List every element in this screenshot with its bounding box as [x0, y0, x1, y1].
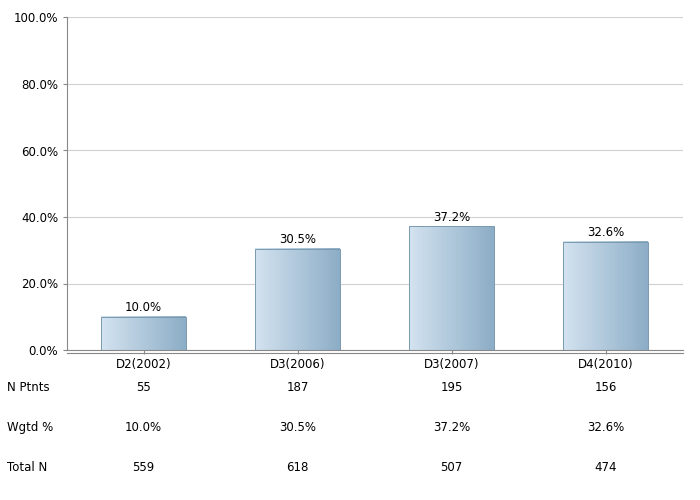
Text: N Ptnts: N Ptnts: [7, 381, 50, 394]
Bar: [255, 248, 340, 350]
Text: Total N: Total N: [7, 461, 48, 474]
Text: 195: 195: [440, 381, 463, 394]
Text: 559: 559: [132, 461, 155, 474]
Text: 30.5%: 30.5%: [279, 233, 316, 246]
Bar: [564, 242, 648, 350]
Text: 474: 474: [594, 461, 617, 474]
Text: 37.2%: 37.2%: [433, 421, 470, 434]
Bar: [102, 317, 186, 350]
Text: 10.0%: 10.0%: [125, 301, 162, 314]
Text: 32.6%: 32.6%: [587, 226, 624, 239]
Text: 507: 507: [440, 461, 463, 474]
Text: 187: 187: [286, 381, 309, 394]
Text: 37.2%: 37.2%: [433, 210, 470, 224]
Text: 156: 156: [594, 381, 617, 394]
Text: 30.5%: 30.5%: [279, 421, 316, 434]
Text: 10.0%: 10.0%: [125, 421, 162, 434]
Text: Wgtd %: Wgtd %: [7, 421, 53, 434]
Text: 55: 55: [136, 381, 151, 394]
Bar: [409, 226, 494, 350]
Text: 618: 618: [286, 461, 309, 474]
Text: 32.6%: 32.6%: [587, 421, 624, 434]
